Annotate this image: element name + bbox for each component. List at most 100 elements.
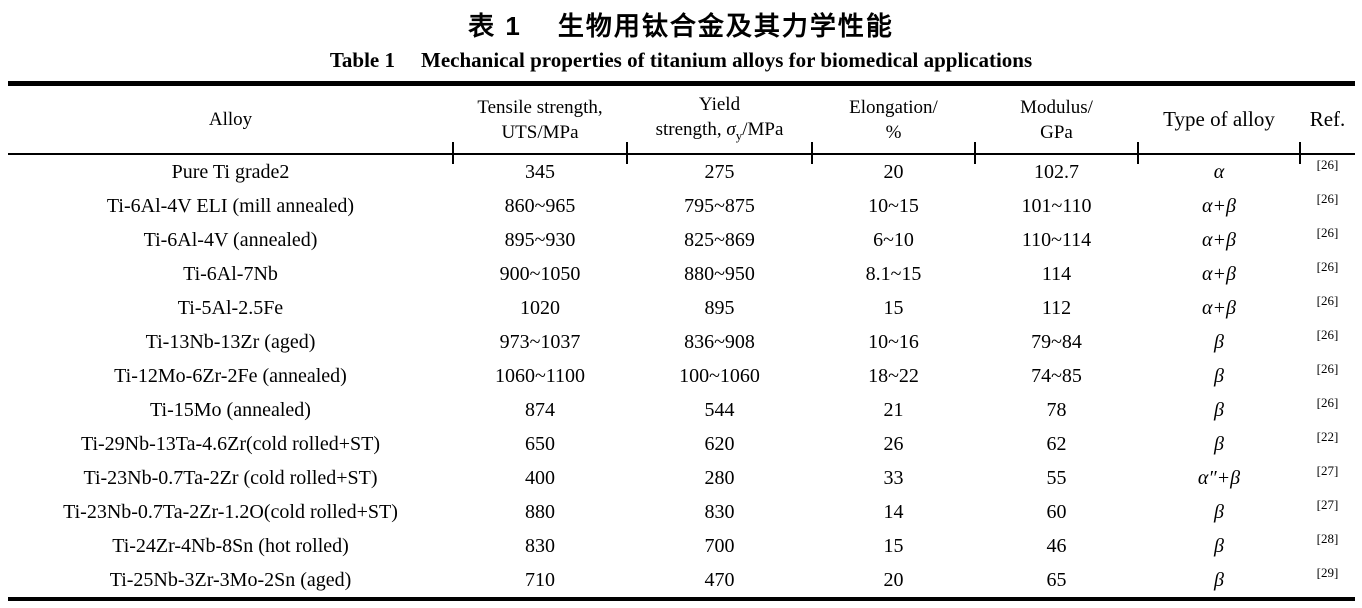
cell-ref: [26] [1316,225,1339,240]
cell-modulus: 65 [1046,568,1067,591]
cell-ref: [26] [1316,395,1339,410]
column-divider-tick [452,142,454,164]
cell-modulus: 46 [1046,534,1067,557]
cell-tensile-strength: 860~965 [504,194,576,217]
column-divider-tick [811,142,813,164]
cell-yield-strength: 275 [704,160,735,183]
cell-yield-strength: 620 [704,432,735,455]
cell-alloy: Ti-13Nb-13Zr (aged) [145,330,316,353]
table-title-chinese: 表 1 生物用钛合金及其力学性能 [0,6,1362,43]
cell-ref: [26] [1316,327,1339,342]
cell-alloy-type: β [1214,432,1224,455]
cell-tensile-strength: 973~1037 [499,330,581,353]
cell-ref: [27] [1316,463,1339,478]
cell-modulus: 112 [1041,296,1072,319]
cell-alloy-type: α+β [1202,194,1236,217]
cell-elongation: 10~15 [868,194,919,217]
header-type-label: Type of alloy [1163,107,1275,131]
cell-ref: [26] [1316,293,1339,308]
cell-alloy-type: α+β [1202,262,1236,285]
header-yield-line2: strength, σy/MPa [656,117,784,148]
cell-ref: [28] [1316,531,1339,546]
table-row: Ti-6Al-4V (annealed) 895~930 825~869 6~1… [8,223,1355,257]
cell-ref: [26] [1316,361,1339,376]
cell-tensile-strength: 895~930 [504,228,576,251]
header-tensile-line1: Tensile strength, [477,96,603,118]
cell-alloy: Ti-5Al-2.5Fe [177,296,284,319]
table-title-english: Table 1 Mechanical properties of titaniu… [0,48,1362,73]
header-modulus-line2: GPa [1040,121,1073,143]
cell-modulus: 78 [1046,398,1067,421]
cell-yield-strength: 100~1060 [679,364,760,387]
cell-alloy-type: β [1214,330,1224,353]
header-yield-line2-pre: strength, [655,118,727,140]
cell-alloy-type: α″+β [1197,466,1241,489]
table-body: Pure Ti grade2 345 275 20 102.7 α [26] T… [8,155,1355,601]
cell-yield-strength: 895 [704,296,735,319]
cell-elongation: 21 [883,398,904,421]
cell-elongation: 20 [883,160,904,183]
cell-yield-strength: 544 [704,398,735,421]
cell-modulus: 55 [1046,466,1067,489]
cell-alloy-type: α+β [1202,296,1236,319]
cell-alloy: Ti-24Zr-4Nb-8Sn (hot rolled) [112,534,349,557]
sigma-symbol: σ [726,118,736,140]
cell-yield-strength: 836~908 [684,330,755,353]
cell-alloy: Ti-6Al-7Nb [183,262,278,285]
cell-yield-strength: 880~950 [684,262,755,285]
table-row: Ti-24Zr-4Nb-8Sn (hot rolled) 830 700 15 … [8,529,1355,563]
col-header-ref: Ref. [1300,86,1355,153]
table-row: Ti-6Al-4V ELI (mill annealed) 860~965 79… [8,189,1355,223]
header-yield-line1: Yield [698,93,741,115]
cell-elongation: 6~10 [873,228,914,251]
cell-alloy: Ti-6Al-4V (annealed) [143,228,318,251]
column-divider-tick [626,142,628,164]
cell-alloy-type: β [1214,500,1224,523]
table-caption-en: Mechanical properties of titanium alloys… [421,48,1033,72]
cell-alloy-type: β [1214,534,1224,557]
cell-elongation: 20 [883,568,904,591]
cell-alloy: Ti-23Nb-0.7Ta-2Zr-1.2O(cold rolled+ST) [63,500,398,523]
table-row: Ti-29Nb-13Ta-4.6Zr(cold rolled+ST) 650 6… [8,427,1355,461]
cell-tensile-strength: 400 [525,466,555,489]
cell-yield-strength: 700 [704,534,735,557]
cell-alloy: Ti-25Nb-3Zr-3Mo-2Sn (aged) [109,568,352,591]
cell-yield-strength: 830 [704,500,735,523]
cell-alloy: Ti-15Mo (annealed) [150,398,311,421]
table-row: Pure Ti grade2 345 275 20 102.7 α [26] [8,155,1355,189]
col-header-tensile-strength: Tensile strength, UTS/MPa [453,86,627,153]
cell-alloy: Ti-12Mo-6Zr-2Fe (annealed) [114,364,347,387]
cell-alloy-type: β [1214,568,1224,591]
cell-tensile-strength: 650 [525,432,555,455]
cell-elongation: 8.1~15 [865,262,922,285]
cell-elongation: 15 [883,534,904,557]
header-ref-label: Ref. [1309,107,1346,131]
header-elongation-line2: % [885,121,902,143]
table-header-row: Alloy Tensile strength, UTS/MPa Yield st… [8,86,1355,155]
cell-modulus: 101~110 [1021,194,1092,217]
cell-modulus: 60 [1046,500,1067,523]
cell-elongation: 26 [883,432,904,455]
cell-alloy-type: β [1214,398,1224,421]
cell-alloy-type: α+β [1202,228,1236,251]
cell-yield-strength: 470 [704,568,735,591]
cell-elongation: 14 [883,500,904,523]
header-alloy-label: Alloy [208,109,253,130]
col-header-modulus: Modulus/ GPa [975,86,1138,153]
cell-tensile-strength: 830 [525,534,555,557]
table-row: Ti-25Nb-3Zr-3Mo-2Sn (aged) 710 470 20 65… [8,563,1355,597]
cell-ref: [26] [1316,259,1339,274]
cell-tensile-strength: 345 [525,160,555,183]
cell-yield-strength: 795~875 [684,194,755,217]
cell-alloy-type: α [1213,160,1225,183]
table-row: Ti-6Al-7Nb 900~1050 880~950 8.1~15 114 α… [8,257,1355,291]
cell-tensile-strength: 874 [525,398,555,421]
table-row: Ti-5Al-2.5Fe 1020 895 15 112 α+β [26] [8,291,1355,325]
cell-modulus: 62 [1046,432,1067,455]
properties-table: Alloy Tensile strength, UTS/MPa Yield st… [8,81,1355,601]
column-divider-tick [1137,142,1139,164]
table-caption-cn: 生物用钛合金及其力学性能 [557,11,894,41]
table-row: Ti-23Nb-0.7Ta-2Zr (cold rolled+ST) 400 2… [8,461,1355,495]
table-number-en: Table 1 [329,48,396,72]
